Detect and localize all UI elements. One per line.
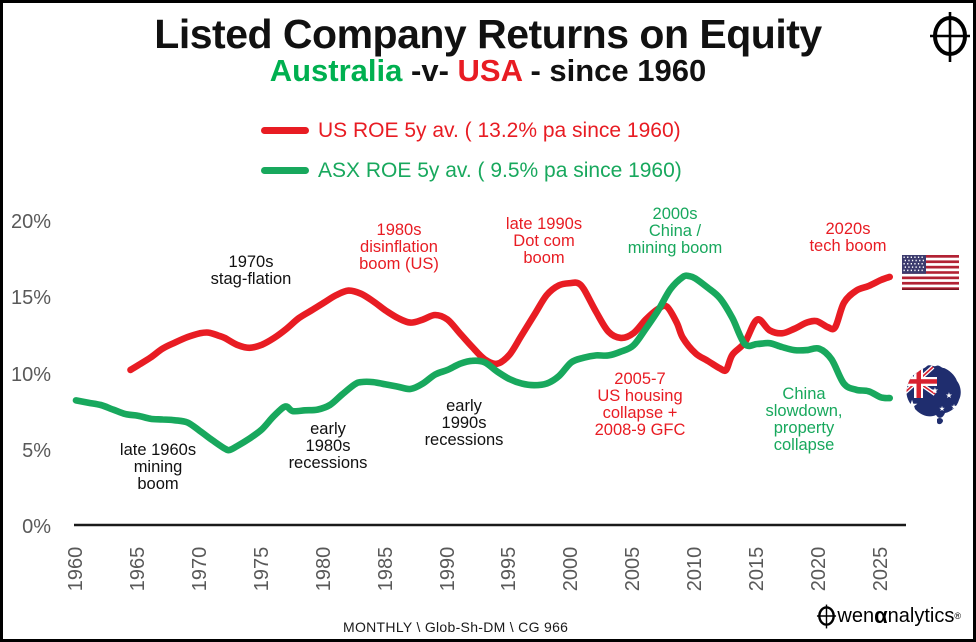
chart-annotation: 2020s tech boom (809, 220, 887, 255)
x-tick-label: 1995 (497, 546, 520, 592)
logo-alpha-glyph: α (874, 603, 888, 628)
y-tick-label: 0% (22, 516, 51, 538)
y-tick-label: 5% (22, 439, 51, 462)
x-tick-label: 2015 (745, 546, 768, 592)
usa-flag-icon (902, 255, 959, 290)
owen-analytics-logo: wen α nalytics ® (816, 602, 961, 630)
x-tick-label: 2025 (869, 546, 892, 592)
asx-roe-label: ASX ROE 5y av. ( 9.5% pa since 1960) (318, 158, 682, 182)
chart-annotation: 2005-7 US housing collapse + 2008-9 GFC (594, 370, 686, 439)
page-title: Listed Company Returns on Equity (154, 11, 822, 57)
svg-text:★: ★ (906, 398, 919, 414)
asx-roe-swatch (261, 167, 309, 174)
australia-map-flag-icon: ★ ★ ★ ★ ★ (906, 365, 961, 425)
chart-annotation: late 1990s Dot com boom (505, 215, 583, 267)
svg-text:★: ★ (951, 403, 957, 411)
svg-text:★: ★ (931, 386, 938, 395)
crosshair-logo-icon-small (817, 604, 837, 628)
x-tick-label: 2000 (559, 546, 582, 592)
crosshair-logo-icon (930, 12, 970, 62)
x-tick-label: 1965 (126, 546, 149, 592)
legend-item-asx-roe: ASX ROE 5y av. ( 9.5% pa since 1960) (261, 157, 682, 184)
logo-text-prefix: wen (837, 604, 875, 627)
chart-legend: US ROE 5y av. ( 13.2% pa since 1960) ASX … (261, 117, 682, 197)
svg-text:★: ★ (945, 391, 952, 400)
us-roe-swatch (261, 127, 309, 134)
chart-annotation: early 1980s recessions (288, 420, 368, 472)
chart-annotation: China slowdown, property collapse (765, 385, 843, 454)
subtitle-part: - since 1960 (521, 53, 707, 88)
x-tick-label: 1985 (374, 546, 397, 592)
x-tick-label: 2005 (621, 546, 644, 592)
y-tick-label: 10% (10, 363, 51, 386)
asx-roe-line (72, 272, 893, 454)
roe-line-chart (72, 272, 906, 527)
x-tick-label: 1975 (250, 546, 273, 592)
x-tick-label: 2010 (683, 546, 706, 592)
subtitle-part: Australia (269, 53, 403, 88)
x-tick-label: 1990 (436, 546, 459, 592)
chart-annotation: 1970s stag-flation (210, 253, 292, 288)
us-roe-line (127, 273, 893, 375)
subtitle-part: USA (457, 53, 522, 88)
page-subtitle: Australia -v- USA - since 1960 (3, 53, 973, 89)
us-roe-label: US ROE 5y av. ( 13.2% pa since 1960) (318, 118, 681, 142)
chart-annotation: early 1990s recessions (424, 397, 504, 449)
x-tick-label: 1970 (188, 546, 211, 592)
x-tick-label: 1980 (312, 546, 335, 592)
legend-item-us-roe: US ROE 5y av. ( 13.2% pa since 1960) (261, 117, 682, 144)
svg-text:★: ★ (939, 405, 945, 413)
source-note: MONTHLY \ Glob-Sh-DM \ CG 966 (343, 619, 569, 635)
logo-text-suffix: nalytics (887, 604, 955, 627)
chart-annotation: 1980s disinflation boom (US) (359, 221, 439, 273)
y-tick-label: 20% (10, 211, 51, 233)
chart-annotation: late 1960s mining boom (119, 441, 197, 493)
chart-annotation: 2000s China / mining boom (627, 205, 723, 257)
subtitle-part: -v- (402, 53, 458, 88)
x-tick-label: 2020 (807, 546, 830, 592)
x-tick-label: 1960 (64, 546, 87, 592)
y-tick-label: 15% (10, 287, 51, 310)
registered-trademark: ® (954, 611, 961, 621)
